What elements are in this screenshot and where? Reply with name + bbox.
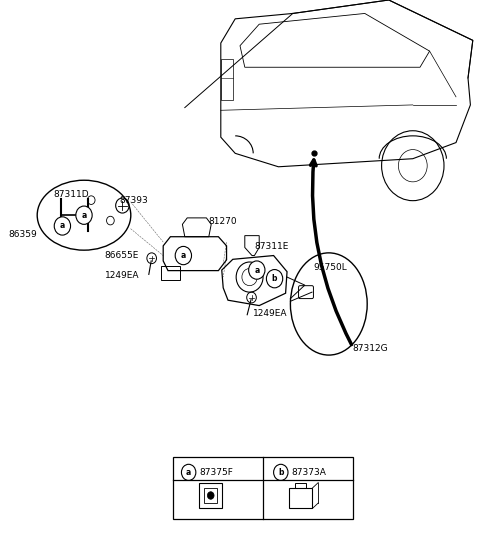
Text: b: b — [278, 468, 284, 477]
Text: 1249EA: 1249EA — [105, 271, 139, 280]
Text: 87373A: 87373A — [291, 468, 326, 477]
Text: 87311D: 87311D — [54, 190, 89, 199]
Text: 81270: 81270 — [209, 217, 238, 226]
Text: a: a — [181, 251, 186, 260]
Circle shape — [76, 206, 92, 224]
Text: 95750L: 95750L — [313, 263, 347, 272]
Circle shape — [54, 217, 71, 235]
Text: a: a — [60, 222, 65, 230]
Circle shape — [207, 492, 214, 499]
Text: 86655E: 86655E — [105, 251, 139, 259]
Text: 87375F: 87375F — [199, 468, 233, 477]
Text: 87393: 87393 — [119, 196, 148, 205]
Text: 87311E: 87311E — [254, 243, 289, 251]
Circle shape — [249, 261, 265, 279]
Text: 1249EA: 1249EA — [253, 309, 288, 317]
Text: 86359: 86359 — [9, 230, 37, 238]
Text: a: a — [186, 468, 191, 477]
Text: a: a — [254, 266, 259, 274]
Circle shape — [181, 464, 196, 480]
Text: 87312G: 87312G — [353, 344, 388, 353]
Text: a: a — [82, 211, 86, 220]
Circle shape — [175, 246, 192, 265]
Circle shape — [274, 464, 288, 480]
Circle shape — [266, 270, 283, 288]
Text: b: b — [272, 274, 277, 283]
